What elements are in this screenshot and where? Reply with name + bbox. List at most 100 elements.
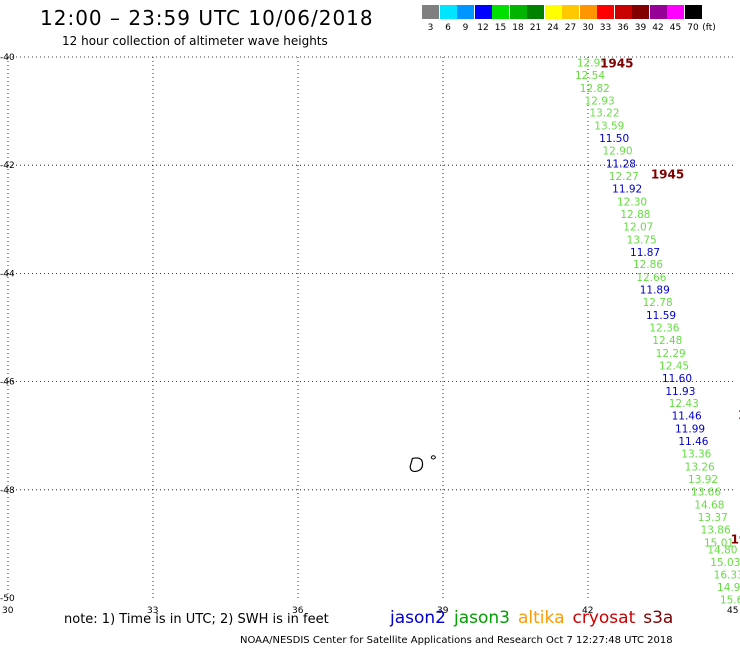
swh-value: 13.59	[594, 121, 624, 133]
swh-value: 16.33	[714, 570, 740, 582]
swh-value: 11.50	[599, 133, 629, 145]
swh-value: 15.62	[720, 595, 740, 607]
map-title: 12:00 – 23:59 UTC 10/06/2018	[40, 6, 374, 30]
color-swatch-39	[632, 5, 649, 19]
color-swatch-30	[579, 5, 597, 19]
swh-value: 13.37	[698, 512, 728, 524]
pass-time-label: 1944	[738, 408, 740, 422]
lat-tick-label: -46	[0, 378, 15, 388]
swh-value: 12.07	[623, 221, 653, 233]
satellite-legend-jason2: jason2	[390, 608, 446, 628]
color-swatch-24	[544, 5, 562, 19]
color-swatch-6	[439, 5, 457, 19]
pass-time-label: 19	[731, 532, 740, 546]
color-scale-label: 42	[652, 23, 664, 33]
color-swatch-9	[457, 5, 474, 19]
swh-value: 13.26	[685, 462, 715, 474]
swh-value: 11.46	[672, 411, 702, 423]
swh-value: 12.66	[636, 272, 666, 284]
satellite-legend: jason2 jason3 altika cryosat s3a	[390, 608, 681, 628]
color-swatch-21	[527, 5, 544, 19]
lon-tick-label: 42	[582, 606, 593, 616]
swh-value: 12.45	[659, 360, 689, 372]
swh-value: 12.82	[580, 83, 610, 95]
lon-tick-label: 33	[147, 606, 158, 616]
color-swatch-45	[667, 5, 684, 19]
lat-tick-label: -48	[0, 486, 15, 496]
swh-value: 12.78	[643, 297, 673, 309]
color-swatch-12	[474, 5, 492, 19]
color-scale-label: 30	[582, 23, 594, 33]
color-scale-label: 36	[617, 23, 629, 33]
swh-value: 12.27	[609, 171, 639, 183]
swh-value: 11.99	[675, 424, 705, 436]
lon-tick-label: 39	[437, 606, 449, 616]
lat-tick-label: -50	[0, 594, 15, 604]
swh-value: 12.95	[577, 57, 607, 69]
lon-tick-label: 30	[2, 606, 14, 616]
swh-value: 11.28	[606, 159, 636, 171]
swh-value: 12.29	[656, 348, 686, 360]
swh-value: 11.60	[662, 373, 692, 385]
swh-value: 13.66	[691, 486, 721, 498]
color-scale-label: 45	[669, 23, 682, 33]
swh-value: 12.36	[649, 323, 679, 335]
color-scale-unit: (ft)	[702, 23, 716, 33]
map-subtitle: 12 hour collection of altimeter wave hei…	[62, 34, 328, 48]
swh-value: 11.92	[612, 183, 642, 195]
satellite-legend-s3a: s3a	[643, 608, 674, 628]
swh-value: 13.36	[681, 449, 711, 461]
color-swatch-42	[649, 5, 667, 19]
satellite-legend-jason3: jason3	[454, 608, 510, 628]
swh-value: 15.01	[704, 537, 734, 549]
color-scale-label: 9	[462, 23, 469, 33]
color-swatch-36	[614, 5, 632, 19]
island-outline	[409, 457, 424, 473]
swh-value: 13.75	[627, 234, 657, 246]
swh-value: 12.93	[585, 95, 615, 107]
color-scale-label: 24	[547, 23, 559, 33]
swh-value: 14.98	[717, 582, 740, 594]
swh-value: 12.30	[617, 196, 647, 208]
swh-value: 13.86	[701, 524, 731, 536]
swh-value: 12.54	[575, 70, 605, 82]
swh-value: 11.46	[678, 436, 708, 448]
color-scale-label: 39	[634, 23, 647, 33]
swh-value: 11.87	[630, 247, 660, 259]
color-scale-label: 12	[477, 23, 489, 33]
swh-value: 11.93	[665, 386, 695, 398]
color-scale-label: 21	[529, 23, 542, 33]
swh-value: 15.03	[710, 557, 740, 569]
swh-value: 13.92	[688, 474, 718, 486]
color-swatch-33	[597, 5, 614, 19]
lat-tick-label: -42	[0, 161, 15, 171]
pass-time-label: 1945	[651, 167, 684, 181]
color-scale-label: 70	[687, 23, 699, 33]
satellite-legend-altika: altika	[518, 608, 565, 628]
color-scale-label: 15	[494, 23, 507, 33]
swh-value: 14.68	[694, 499, 724, 511]
color-scale-label: 18	[512, 23, 524, 33]
color-swatch-27	[562, 5, 579, 19]
swh-value: 11.89	[640, 285, 670, 297]
swh-value: 12.90	[603, 146, 633, 158]
color-swatch-18	[509, 5, 527, 19]
satellite-legend-cryosat: cryosat	[572, 608, 636, 628]
swh-value: 12.88	[620, 209, 650, 221]
color-swatch-3	[422, 5, 439, 19]
color-scale-label: 27	[564, 23, 577, 33]
islet-outline	[430, 455, 436, 460]
lon-tick-label: 45	[727, 606, 738, 616]
lat-tick-label: -44	[0, 269, 15, 279]
color-scale-label: 3	[427, 23, 434, 33]
swh-value: 14.80	[707, 544, 737, 556]
credit-line: NOAA/NESDIS Center for Satellite Applica…	[240, 635, 673, 646]
lon-tick-label: 36	[292, 606, 304, 616]
swh-value: 11.59	[646, 310, 676, 322]
swh-value: 12.48	[652, 335, 682, 347]
color-scale-label: 33	[599, 23, 612, 33]
color-scale-label: 6	[445, 23, 451, 33]
footer-note: note: 1) Time is in UTC; 2) SWH is in fe…	[64, 612, 329, 627]
swh-value: 13.22	[589, 108, 619, 120]
